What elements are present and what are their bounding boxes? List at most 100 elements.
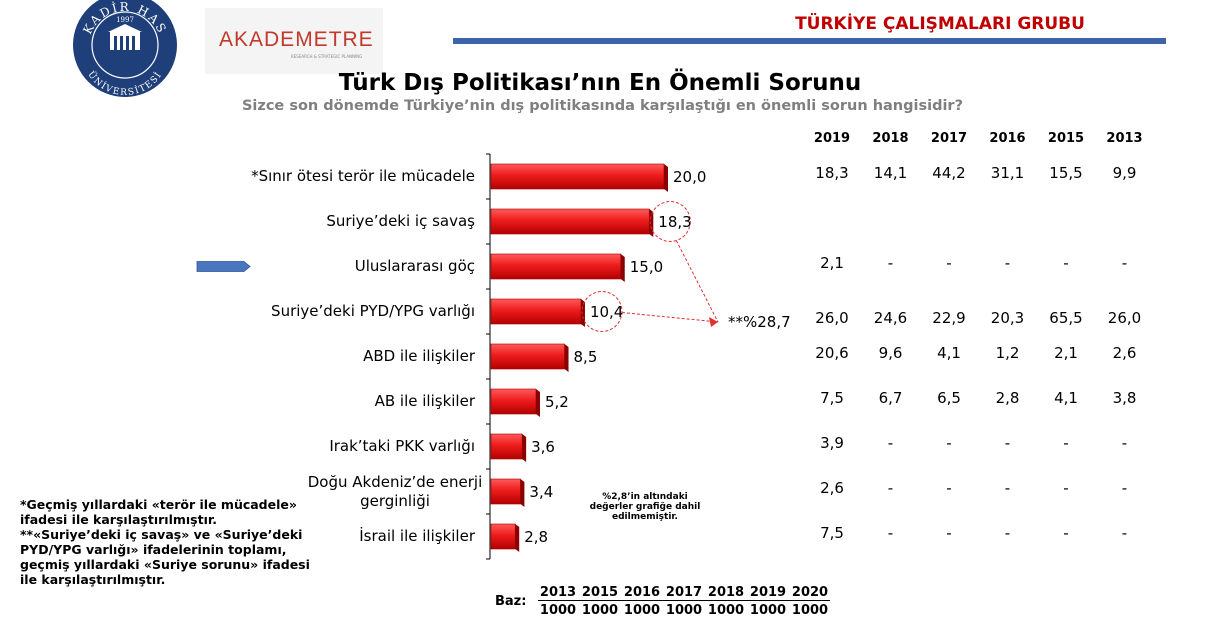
history-cell: 3,9 [820, 433, 844, 452]
history-cell: - [1121, 433, 1128, 452]
history-cell: 14,1 [873, 163, 908, 182]
history-cell: - [1004, 433, 1011, 452]
history-cell: 31,1 [990, 163, 1025, 182]
value-label: 5,2 [544, 392, 569, 411]
value-circle [581, 291, 623, 332]
category-label: Irak’taki PKK varlığı [329, 436, 475, 455]
base-year: 2019 [749, 585, 787, 600]
history-cell: - [946, 433, 952, 452]
history-cell: - [887, 478, 894, 497]
category-label: Suriye’deki iç savaş [326, 211, 475, 230]
history-cell: - [1004, 253, 1011, 272]
base-count: 1000 [791, 603, 829, 618]
base-count: 1000 [581, 603, 619, 618]
history-cell: 15,5 [1049, 163, 1083, 182]
history-cell: - [946, 523, 952, 542]
history-cell: 4,1 [937, 343, 961, 362]
bar [490, 343, 565, 370]
base-year: 2016 [623, 585, 661, 600]
history-cell: 4,1 [1054, 388, 1078, 407]
bar [490, 523, 516, 550]
history-cell: - [946, 253, 952, 272]
bar-side [580, 299, 585, 327]
history-cell: - [887, 523, 894, 542]
base-year: 2018 [707, 585, 745, 600]
base-count: 1000 [623, 603, 661, 618]
annotation-arrow-line [675, 240, 719, 323]
base-count: 1000 [665, 603, 703, 618]
category-label: Uluslararası göç [354, 256, 475, 275]
bar-side [522, 434, 527, 462]
threshold-note: %2,8’in altındaki değerler grafiğe dahil… [589, 492, 701, 522]
history-cell: - [1121, 253, 1128, 272]
value-label: 10,4 [589, 302, 624, 321]
base-year: 2015 [581, 585, 619, 600]
history-cell: 3,8 [1112, 388, 1137, 407]
history-cell: 9,9 [1112, 163, 1137, 182]
history-cell: - [1004, 523, 1011, 542]
category-label: ABD ile ilişkiler [363, 346, 475, 365]
bar-side [664, 164, 668, 192]
history-cell: 26,0 [815, 308, 849, 327]
history-cell: 2,6 [1112, 343, 1137, 362]
akademetre-wordmark: AKADEMETRE [219, 28, 374, 51]
history-cell: 2,6 [820, 478, 844, 497]
akademetre-logo: AKADEMETRE RESEARCH & STRATEGIC PLANNING [205, 8, 383, 74]
history-cell: - [1121, 523, 1128, 542]
footnotes: *Geçmiş yıllardaki «terör ile mücadele» … [20, 497, 310, 587]
history-cell: 20,6 [815, 343, 849, 362]
history-cell: 2,1 [820, 253, 844, 272]
history-cell: - [1063, 253, 1069, 272]
kadir-has-logo: KADİR HAS ÜNİVERSİTESİ 1997 [66, 0, 184, 98]
base-year: 2020 [791, 585, 829, 600]
group-title: TÜRKİYE ÇALIŞMALARI GRUBU [795, 14, 1085, 34]
bar [490, 253, 622, 280]
annotation-arrow-line [621, 312, 719, 323]
history-cell: 65,5 [1049, 308, 1083, 327]
history-cell: 22,9 [932, 308, 966, 327]
base-count: 1000 [707, 603, 745, 618]
value-label: 3,6 [531, 437, 555, 456]
history-cell: - [1063, 523, 1069, 542]
highlight-arrow-icon [196, 261, 251, 272]
base-count: 1000 [749, 603, 787, 618]
base-count: 1000 [539, 603, 577, 618]
history-cell: 6,7 [878, 388, 903, 407]
bar [490, 163, 665, 190]
value-label: 3,4 [529, 482, 554, 501]
value-label: 20,0 [673, 167, 707, 186]
chart-subtitle: Sizce son dönemde Türkiye’nin dış politi… [241, 98, 963, 114]
base-year: 2017 [665, 585, 703, 600]
bar [490, 478, 521, 505]
history-cell: 26,0 [1107, 308, 1142, 327]
base-year: 2013 [539, 585, 577, 600]
year-header: 2016 [989, 131, 1026, 146]
annotation-arrowhead-icon [709, 317, 718, 327]
history-cell: 6,5 [937, 388, 961, 407]
bar [490, 298, 582, 325]
bar-side [515, 524, 520, 552]
history-cell: - [946, 478, 952, 497]
base-label: Baz: [495, 594, 527, 609]
history-cell: 2,8 [995, 388, 1020, 407]
chart-title: Türk Dış Politikası’nın En Önemli Sorunu [338, 70, 862, 96]
footnote-terror: *Geçmiş yıllardaki «terör ile mücadele» … [20, 497, 297, 527]
year-header: 2013 [1106, 131, 1143, 146]
bar [490, 208, 650, 235]
header-divider [453, 38, 1166, 44]
history-cell: - [1063, 433, 1069, 452]
bar-side [520, 479, 525, 507]
category-label: Doğu Akdeniz’de enerji gerginliği [307, 472, 483, 510]
history-cell: 20,3 [990, 308, 1025, 327]
category-label: İsrail ile ilişkiler [359, 526, 475, 545]
bar-side [564, 344, 569, 372]
year-header: 2018 [872, 131, 909, 146]
history-cell: - [1063, 478, 1069, 497]
value-label: 18,3 [658, 212, 692, 231]
history-cell: 9,6 [878, 343, 903, 362]
history-cell: 7,5 [820, 523, 844, 542]
category-label: AB ile ilişkiler [374, 391, 475, 410]
history-cell: - [1121, 478, 1128, 497]
bar-side [620, 254, 625, 282]
